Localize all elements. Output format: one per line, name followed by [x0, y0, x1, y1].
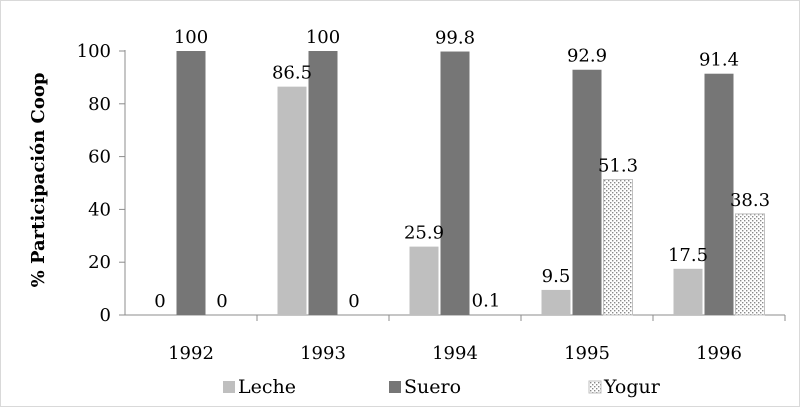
y-tick-label: 80: [88, 94, 111, 115]
data-label-leche: 9.5: [542, 266, 571, 287]
data-label-leche: 25.9: [404, 223, 444, 244]
x-tick-label: 1992: [168, 343, 214, 364]
x-tick-label: 1994: [432, 343, 478, 364]
legend-swatch-leche: [223, 381, 235, 393]
bar-suero: [572, 69, 602, 315]
legend-label-leche: Leche: [238, 376, 296, 398]
data-label-yogur: 0.1: [472, 291, 501, 312]
y-tick-label: 20: [88, 252, 111, 273]
data-label-yogur: 38.3: [730, 190, 770, 211]
data-label-suero: 100: [306, 27, 340, 48]
data-label-suero: 92.9: [567, 46, 607, 67]
data-label-yogur: 51.3: [598, 156, 638, 177]
bar-suero: [308, 51, 338, 315]
x-tick-label: 1996: [696, 343, 742, 364]
bar-suero: [704, 73, 734, 315]
axes: 0 20 40 60 80 100 1992 1993 1994 1995 1996: [77, 41, 786, 364]
bar-yogur: [603, 179, 633, 316]
data-label-leche: 17.5: [668, 245, 708, 266]
legend-swatch-suero: [389, 381, 401, 393]
data-label-yogur: 0: [216, 291, 227, 312]
bar-leche: [277, 86, 307, 315]
bar-leche: [541, 289, 571, 315]
data-label-leche: 0: [154, 291, 165, 312]
bars: [176, 51, 765, 316]
data-label-suero: 100: [174, 27, 208, 48]
data-labels: 0 86.5 25.9 9.5 17.5 100 100 99.8 92.9 91.4 0 0 0.1 5…: [154, 27, 770, 312]
bar-leche: [673, 268, 703, 315]
legend: Leche Suero Yogur: [223, 376, 661, 398]
data-label-leche: 86.5: [272, 63, 312, 84]
legend-swatch-yogur: [588, 380, 602, 394]
x-tick-label: 1993: [300, 343, 346, 364]
data-label-yogur: 0: [348, 291, 359, 312]
y-tick-label: 40: [88, 199, 111, 220]
y-axis-label: % Participación Coop: [28, 73, 49, 288]
data-label-suero: 91.4: [699, 50, 739, 71]
legend-label-yogur: Yogur: [603, 376, 661, 398]
x-tick-label: 1995: [564, 343, 610, 364]
bar-yogur: [735, 213, 765, 316]
legend-label-suero: Suero: [404, 376, 461, 398]
y-tick-label: 60: [88, 147, 111, 168]
y-tick-label: 0: [100, 305, 111, 326]
bar-suero: [440, 51, 470, 315]
bar-leche: [409, 246, 439, 315]
bar-suero: [176, 51, 206, 315]
data-label-suero: 99.8: [435, 28, 475, 49]
y-tick-label: 100: [77, 41, 111, 62]
